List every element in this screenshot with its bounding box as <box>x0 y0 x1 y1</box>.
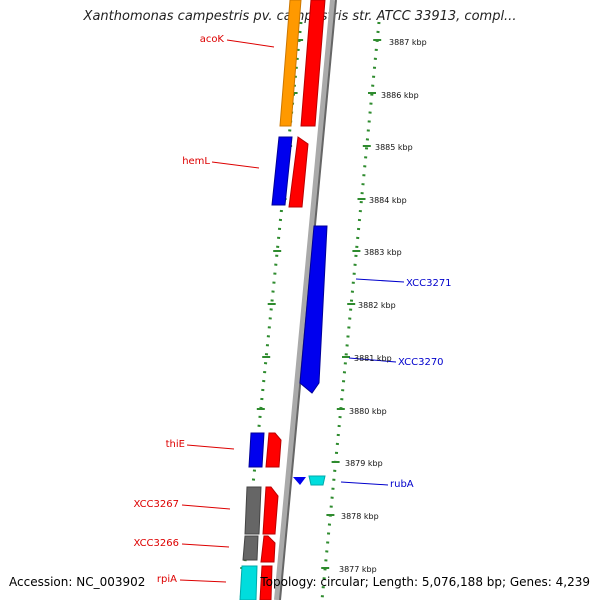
gene-label-xcc3270[interactable]: XCC3270 <box>398 357 444 368</box>
gene-xcc3271[interactable] <box>299 225 328 394</box>
leader-xcc3270 <box>348 357 397 363</box>
tick-label: 3883 kbp <box>364 248 402 257</box>
leader-xcc3271 <box>355 278 405 283</box>
leader-thie <box>186 444 235 450</box>
accession-text: Accession: NC_003902 <box>9 575 146 589</box>
gene-label-xcc3266[interactable]: XCC3266 <box>133 538 179 549</box>
tick-label: 3882 kbp <box>358 301 396 310</box>
tick-label: 3881 kbp <box>354 354 392 363</box>
gene-xcc3266-left[interactable] <box>242 535 259 561</box>
gene-rpia-left[interactable] <box>239 565 258 600</box>
tick-label: 3880 kbp <box>349 407 387 416</box>
gene-xcc3267-left[interactable] <box>244 486 262 535</box>
gene-thie-left[interactable] <box>248 432 265 468</box>
leader-xcc3267 <box>181 504 231 510</box>
gene-label-heml[interactable]: hemL <box>182 156 210 167</box>
gene-label-ruba[interactable]: rubA <box>390 479 414 490</box>
tick-label: 3877 kbp <box>339 565 377 574</box>
gene-label-xcc3271[interactable]: XCC3271 <box>406 278 452 289</box>
gene-label-thie[interactable]: thiE <box>166 439 185 450</box>
tick-label: 3878 kbp <box>341 512 379 521</box>
tick-label: 3879 kbp <box>345 459 383 468</box>
gene-rubA-cyan[interactable] <box>308 475 326 486</box>
gene-thie-right[interactable] <box>265 432 282 468</box>
tick-label: 3885 kbp <box>375 143 413 152</box>
leader-xcc3266 <box>181 543 230 548</box>
gene-xcc3267-right[interactable] <box>262 486 279 535</box>
gene-label-xcc3267[interactable]: XCC3267 <box>133 499 179 510</box>
gene-acok-right[interactable] <box>300 0 326 127</box>
leader-rpia <box>179 579 227 583</box>
leader-ruba <box>340 481 389 486</box>
tick-label: 3884 kbp <box>369 196 407 205</box>
gene-rpia-right[interactable] <box>259 565 273 600</box>
gene-xcc3266-right[interactable] <box>260 535 276 563</box>
tick-label: 3886 kbp <box>381 91 419 100</box>
gene-label-acok[interactable]: acoK <box>200 34 225 45</box>
gene-label-rpia[interactable]: rpiA <box>157 574 177 585</box>
summary-text: Topology: circular; Length: 5,076,188 bp… <box>260 575 590 589</box>
leader-acok <box>226 39 275 48</box>
gene-acok-left[interactable] <box>279 0 302 127</box>
gene-heml-left[interactable] <box>271 136 293 206</box>
tick-label: 3887 kbp <box>389 38 427 47</box>
gene-heml-right[interactable] <box>288 136 309 208</box>
gene-rubA-arrow[interactable] <box>293 477 306 485</box>
backbone <box>274 0 336 600</box>
leader-heml <box>211 161 260 169</box>
